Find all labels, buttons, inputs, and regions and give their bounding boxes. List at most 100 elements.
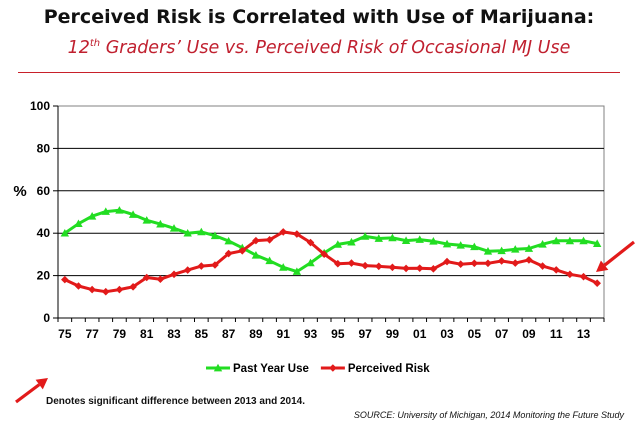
plot-area: [57, 105, 605, 319]
data-point-perceived-risk: [265, 235, 274, 244]
x-tick-label: 03: [440, 327, 454, 341]
x-tick-label: 07: [495, 327, 509, 341]
data-point-perceived-risk: [74, 282, 83, 290]
data-point-perceived-risk: [238, 246, 247, 255]
data-point-past-year-use: [251, 251, 261, 259]
data-point-past-year-use: [497, 246, 506, 255]
y-tick-label: 80: [37, 141, 51, 155]
data-point-perceived-risk: [388, 263, 397, 272]
data-point-past-year-use: [333, 240, 343, 248]
data-point-past-year-use: [456, 241, 465, 249]
data-point-past-year-use: [101, 207, 110, 215]
data-point-past-year-use: [470, 242, 479, 251]
data-point-past-year-use: [524, 244, 534, 252]
y-tick-label: 100: [30, 99, 50, 113]
data-point-perceived-risk: [579, 272, 588, 281]
data-point-past-year-use: [511, 245, 520, 253]
data-point-perceived-risk: [538, 262, 547, 270]
x-tick-label: 05: [468, 327, 482, 341]
data-point-perceived-risk: [402, 264, 410, 273]
data-point-perceived-risk: [101, 287, 110, 296]
data-point-past-year-use: [565, 236, 575, 245]
subtitle-text: Graders’ Use vs. Perceived Risk of Occas…: [100, 38, 571, 58]
series-perceived-risk: [61, 228, 601, 296]
data-point-perceived-risk: [224, 249, 233, 258]
data-point-past-year-use: [292, 267, 302, 275]
data-point-perceived-risk: [552, 266, 561, 274]
x-tick-label: 89: [249, 327, 263, 341]
data-point-perceived-risk: [525, 256, 533, 264]
data-point-past-year-use: [347, 237, 356, 246]
subtitle-grade: 12: [67, 38, 90, 58]
data-point-perceived-risk: [511, 259, 520, 267]
data-point-past-year-use: [388, 233, 397, 242]
data-point-past-year-use: [60, 229, 70, 237]
data-point-past-year-use: [224, 236, 233, 245]
data-point-perceived-risk: [347, 259, 356, 267]
data-point-past-year-use: [74, 219, 83, 228]
x-tick-label: 01: [413, 327, 427, 341]
data-point-perceived-risk: [183, 266, 192, 274]
x-tick-label: 79: [113, 327, 127, 341]
y-tick-label: 0: [43, 311, 50, 325]
data-point-past-year-use: [210, 231, 220, 240]
significance-note: Denotes significant difference between 2…: [46, 396, 305, 407]
data-point-perceived-risk: [211, 261, 219, 269]
data-point-perceived-risk: [88, 285, 96, 294]
data-point-perceived-risk: [497, 257, 506, 265]
legend-marker: [213, 363, 223, 372]
data-point-past-year-use: [156, 219, 165, 228]
source-citation: SOURCE: University of Michigan, 2014 Mon…: [353, 410, 624, 420]
x-tick-label: 93: [304, 327, 318, 341]
legend-item-past-year-use: Past Year Use: [206, 363, 309, 375]
data-point-perceived-risk: [429, 265, 438, 273]
data-point-perceived-risk: [197, 262, 206, 270]
data-point-past-year-use: [442, 239, 452, 248]
x-tick-label: 83: [167, 327, 181, 341]
series-line-perceived-risk: [64, 230, 598, 294]
data-point-past-year-use: [128, 210, 138, 218]
data-point-past-year-use: [592, 239, 602, 247]
x-tick-label: 85: [195, 327, 209, 341]
series-past-year-use: [60, 206, 602, 275]
data-point-past-year-use: [429, 237, 438, 245]
data-point-perceived-risk: [61, 275, 69, 284]
y-tick-label: 60: [37, 184, 51, 198]
x-tick-label: 91: [277, 327, 291, 341]
data-point-perceived-risk: [443, 257, 451, 266]
arrow-head: [35, 378, 48, 390]
data-point-past-year-use: [142, 216, 151, 224]
data-point-past-year-use: [87, 212, 97, 220]
legend-label: Past Year Use: [233, 363, 309, 375]
data-point-past-year-use: [401, 236, 411, 244]
data-point-past-year-use: [183, 229, 192, 237]
x-tick-label: 77: [85, 327, 99, 341]
y-tick-label: 20: [37, 269, 51, 283]
data-point-perceived-risk: [129, 283, 137, 291]
data-point-perceived-risk: [566, 270, 574, 279]
data-point-past-year-use: [374, 234, 383, 242]
x-tick-label: 13: [577, 327, 591, 341]
data-point-past-year-use: [265, 256, 274, 265]
data-point-perceived-risk: [484, 259, 492, 268]
title-divider: [18, 72, 620, 73]
data-point-past-year-use: [552, 236, 561, 245]
data-point-past-year-use: [579, 236, 588, 245]
significance-arrow-icon: [596, 240, 635, 272]
data-point-past-year-use: [360, 232, 370, 240]
data-point-perceived-risk: [334, 259, 342, 268]
y-tick-label: 40: [37, 226, 51, 240]
data-point-perceived-risk: [415, 264, 424, 272]
data-point-perceived-risk: [320, 250, 328, 258]
data-point-perceived-risk: [293, 230, 301, 238]
data-point-perceived-risk: [456, 260, 465, 268]
x-tick-label: 97: [358, 327, 372, 341]
x-tick-label: 87: [222, 327, 236, 341]
data-point-perceived-risk: [170, 270, 178, 279]
subtitle-superscript: th: [89, 38, 101, 50]
data-point-perceived-risk: [361, 261, 369, 270]
legend-label: Perceived Risk: [348, 363, 430, 375]
arrow-shaft: [603, 240, 635, 267]
data-point-perceived-risk: [279, 228, 288, 236]
